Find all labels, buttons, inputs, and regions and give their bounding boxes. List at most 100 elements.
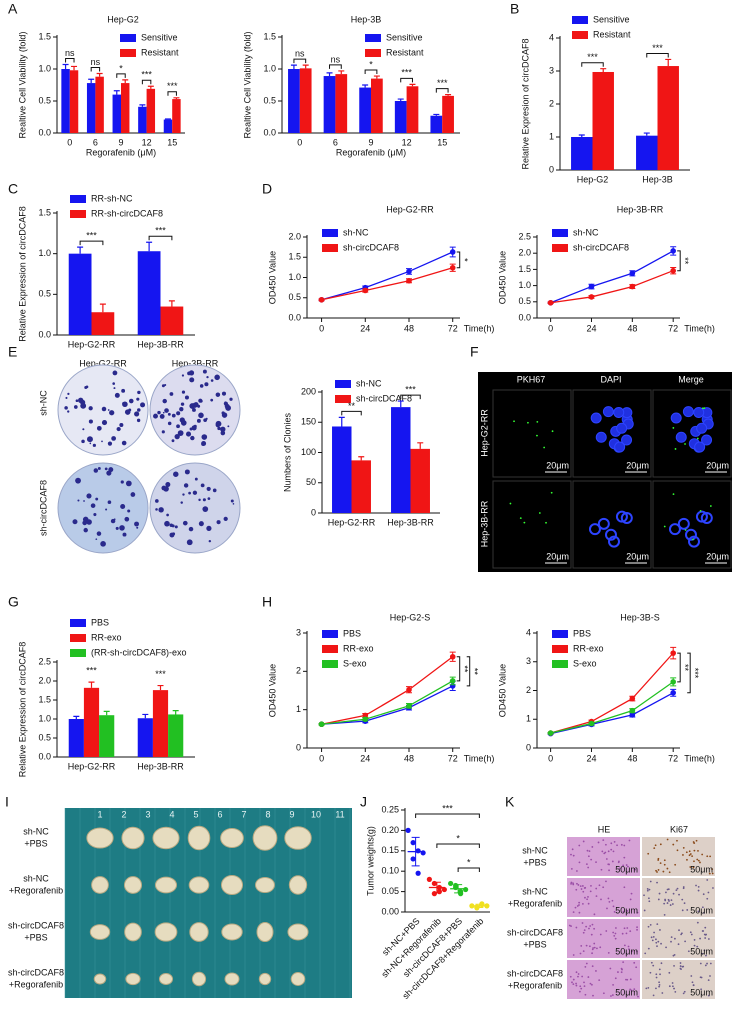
cell <box>580 888 583 890</box>
colony <box>115 526 119 530</box>
y-tick-label: 0.0 <box>518 312 531 322</box>
panel-letter: J <box>360 794 367 810</box>
cell <box>647 947 650 950</box>
y-axis-label: OD450 Value <box>267 251 277 304</box>
significance-bracket <box>457 867 480 872</box>
cell <box>579 885 582 888</box>
cell <box>689 853 692 855</box>
cell <box>658 985 661 988</box>
significance-bracket <box>456 251 461 269</box>
legend-swatch <box>322 630 338 638</box>
y-tick-label: 0.0 <box>38 751 51 761</box>
colony <box>180 420 187 426</box>
panel-letter: D <box>262 181 272 197</box>
cell <box>591 965 594 968</box>
cell <box>636 950 638 953</box>
tumor <box>158 972 174 986</box>
cell <box>687 950 690 953</box>
tumor <box>154 876 178 894</box>
significance-bracket <box>90 66 101 72</box>
cell <box>629 898 632 901</box>
cell <box>650 936 653 939</box>
cell <box>586 849 589 852</box>
cell <box>598 979 601 982</box>
colony <box>192 490 198 495</box>
cell <box>628 839 631 842</box>
cell <box>593 913 596 916</box>
cell <box>607 951 610 954</box>
cell <box>658 981 661 984</box>
image-tile <box>652 480 732 569</box>
error-bar <box>71 65 78 71</box>
colony <box>106 470 112 476</box>
cell <box>597 841 600 844</box>
y-axis-label: Realtive Cell Viability (fold) <box>242 32 252 139</box>
cell <box>703 912 705 914</box>
nucleus <box>614 441 626 453</box>
legend-swatch <box>322 660 338 668</box>
cell <box>580 945 583 947</box>
cell <box>706 855 709 858</box>
cell <box>693 939 696 941</box>
nucleus <box>696 422 708 434</box>
chart-title: Hep-G2-RR <box>386 204 434 214</box>
data-point <box>415 870 421 876</box>
data-point <box>629 695 636 702</box>
tumor <box>89 924 111 940</box>
cell <box>596 947 598 950</box>
colony <box>181 374 185 377</box>
legend-swatch <box>572 31 588 39</box>
cell <box>697 849 699 852</box>
cell <box>657 857 660 860</box>
colony <box>83 500 85 502</box>
cell <box>678 893 680 896</box>
vesicle <box>701 407 704 410</box>
group-label: sh-NC <box>23 873 49 883</box>
cell <box>693 842 696 844</box>
bar <box>323 76 336 133</box>
bar <box>152 690 169 757</box>
x-tick-label: 0 <box>67 137 72 147</box>
colony <box>121 440 127 446</box>
cell <box>668 971 671 974</box>
cell <box>577 975 579 978</box>
colony <box>198 412 204 419</box>
cell <box>712 887 714 889</box>
y-axis-label: Realtive Cell Viability (fold) <box>17 32 27 139</box>
cell <box>699 937 701 940</box>
cell <box>674 990 677 993</box>
cell <box>595 970 597 972</box>
cell <box>658 892 661 895</box>
vesicle <box>684 529 687 531</box>
cell <box>688 854 691 857</box>
cell <box>680 933 683 936</box>
error-bar <box>290 64 297 69</box>
cell <box>611 860 614 863</box>
cell <box>695 839 698 842</box>
colony <box>196 418 201 423</box>
cell <box>587 976 590 978</box>
significance-label: ** <box>459 665 469 673</box>
cell <box>707 938 710 940</box>
significance-bracket <box>456 656 461 682</box>
cell <box>592 947 594 949</box>
cell <box>588 850 591 852</box>
vesicle <box>513 420 515 423</box>
data-point <box>629 283 636 290</box>
x-tick-label: 12 <box>142 137 152 147</box>
sd-bar <box>454 884 463 894</box>
cell <box>702 893 705 896</box>
panel-letter: A <box>8 1 18 17</box>
bar <box>95 76 104 133</box>
cell <box>614 937 617 940</box>
x-tick-label: 0 <box>548 323 553 333</box>
cell <box>707 994 710 997</box>
y-tick-label: 0.20 <box>381 825 399 835</box>
cell <box>585 962 588 965</box>
scale-label: 50μm <box>690 905 713 915</box>
data-point <box>318 296 325 303</box>
cell <box>666 838 669 841</box>
cell <box>649 880 652 883</box>
legend-label: sh-circDCAF8 <box>573 242 629 252</box>
group-label: sh-NC <box>522 845 548 855</box>
